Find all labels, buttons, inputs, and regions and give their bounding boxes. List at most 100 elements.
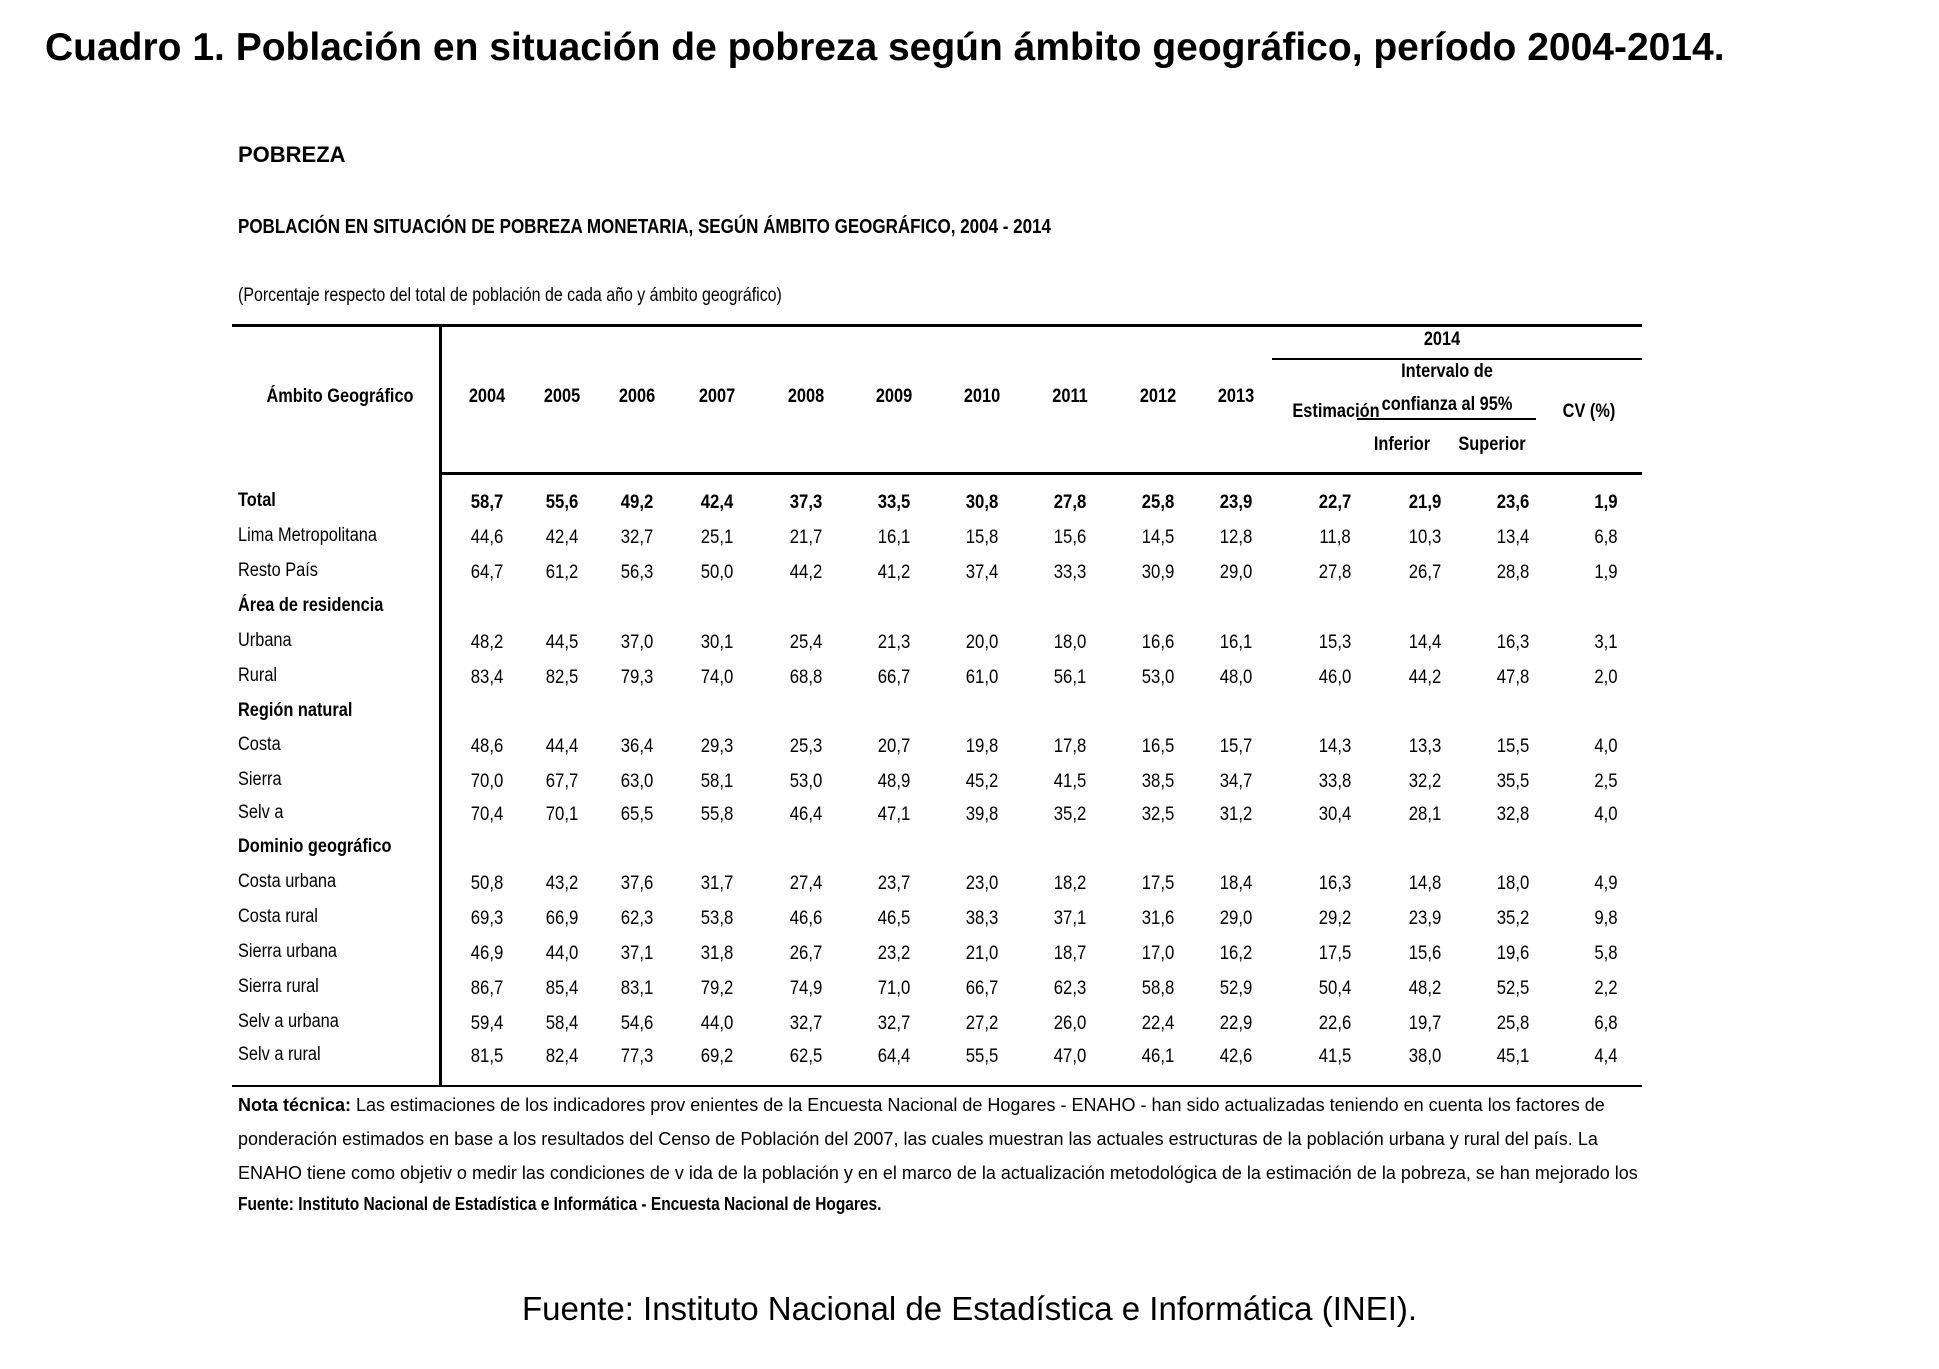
note-line-2: ponderación estimados en base a los resu… bbox=[238, 1129, 1598, 1149]
note-line-3: ENAHO tiene como objetiv o medir las con… bbox=[238, 1163, 1638, 1183]
header-year: 2007 bbox=[698, 386, 736, 407]
table-cell: 27,4 bbox=[789, 873, 823, 894]
table-cell: 55,8 bbox=[700, 804, 734, 825]
header-year: 2005 bbox=[543, 386, 581, 407]
section-label: Área de residencia bbox=[238, 595, 384, 616]
table-cell: 29,0 bbox=[1219, 562, 1253, 583]
row-label: Sierra bbox=[238, 769, 282, 790]
table-row: Selv a 70,4 70,1 65,5 55,8 46,4 47,1 39,8 35,2 32… bbox=[232, 800, 1642, 830]
table-cell: 69,3 bbox=[470, 908, 504, 929]
table-row: Selv a urbana 59,4 58,4 54,6 44,0 32,7 32,7 27,… bbox=[232, 1009, 1642, 1039]
header-intervalo-line2: confianza al 95% bbox=[1381, 394, 1513, 415]
row-label: Urbana bbox=[238, 630, 292, 651]
table-cell: 33,3 bbox=[1053, 562, 1087, 583]
table-cell: 74,0 bbox=[700, 667, 734, 688]
units-note: (Porcentaje respecto del total de poblac… bbox=[238, 285, 782, 306]
table-cell: 4,4 bbox=[1594, 1046, 1618, 1067]
table-row: Rural 83,4 82,5 79,3 74,0 68,8 66,7 61,0 56,1 53,… bbox=[232, 663, 1642, 693]
table-cell: 4,0 bbox=[1594, 736, 1618, 757]
table-cell: 48,6 bbox=[470, 736, 504, 757]
table-cell: 19,7 bbox=[1408, 1013, 1442, 1034]
table-cell: 85,4 bbox=[545, 978, 579, 999]
section-label: Región natural bbox=[238, 700, 353, 721]
table-cell: 44,5 bbox=[545, 632, 579, 653]
table-cell: 23,9 bbox=[1408, 908, 1442, 929]
table-cell: 9,8 bbox=[1594, 908, 1618, 929]
table-cell: 18,4 bbox=[1219, 873, 1253, 894]
table-cell: 53,0 bbox=[789, 771, 823, 792]
table-cell: 15,5 bbox=[1496, 736, 1530, 757]
table-cell: 30,9 bbox=[1141, 562, 1175, 583]
table-cell: 16,2 bbox=[1219, 943, 1253, 964]
table-cell: 61,2 bbox=[545, 562, 579, 583]
table-cell: 32,8 bbox=[1496, 804, 1530, 825]
table-cell: 58,4 bbox=[545, 1013, 579, 1034]
table-cell: 46,1 bbox=[1141, 1046, 1175, 1067]
table-cell: 17,8 bbox=[1053, 736, 1087, 757]
table-cell: 22,6 bbox=[1318, 1013, 1352, 1034]
header-year: 2006 bbox=[618, 386, 656, 407]
row-label: Selv a bbox=[238, 802, 284, 823]
table-cell: 47,0 bbox=[1053, 1046, 1087, 1067]
table-cell: 22,7 bbox=[1318, 492, 1352, 513]
table-cell: 37,1 bbox=[620, 943, 654, 964]
table-cell: 68,8 bbox=[789, 667, 823, 688]
table-cell: 37,0 bbox=[620, 632, 654, 653]
row-label: Selv a rural bbox=[238, 1044, 321, 1065]
table-cell: 48,9 bbox=[877, 771, 911, 792]
header-superior: Superior bbox=[1458, 434, 1526, 455]
table-cell: 38,0 bbox=[1408, 1046, 1442, 1067]
table-cell: 25,4 bbox=[789, 632, 823, 653]
table-cell: 50,8 bbox=[470, 873, 504, 894]
table-cell: 45,1 bbox=[1496, 1046, 1530, 1067]
section-label: Dominio geográfico bbox=[238, 836, 392, 857]
label-column-rule bbox=[439, 324, 442, 1086]
table-row: Sierra urbana 46,9 44,0 37,1 31,8 26,7 23,2 21,… bbox=[232, 939, 1642, 969]
table-cell: 53,0 bbox=[1141, 667, 1175, 688]
table-cell: 2,5 bbox=[1594, 771, 1618, 792]
table-cell: 62,5 bbox=[789, 1046, 823, 1067]
table-cell: 16,3 bbox=[1318, 873, 1352, 894]
table-section-row: Región natural bbox=[232, 698, 1642, 728]
table-cell: 10,3 bbox=[1408, 527, 1442, 548]
row-label: Costa rural bbox=[238, 906, 318, 927]
table-cell: 15,3 bbox=[1318, 632, 1352, 653]
table-cell: 27,2 bbox=[965, 1013, 999, 1034]
table-cell: 3,1 bbox=[1594, 632, 1618, 653]
table-row: Sierra rural 86,7 85,4 83,1 79,2 74,9 71,0 66,7… bbox=[232, 974, 1642, 1004]
table-cell: 44,4 bbox=[545, 736, 579, 757]
table-cell: 50,4 bbox=[1318, 978, 1352, 999]
table-cell: 41,5 bbox=[1318, 1046, 1352, 1067]
table-cell: 70,1 bbox=[545, 804, 579, 825]
table-cell: 82,5 bbox=[545, 667, 579, 688]
table-cell: 35,5 bbox=[1496, 771, 1530, 792]
table-cell: 31,8 bbox=[700, 943, 734, 964]
table-cell: 59,4 bbox=[470, 1013, 504, 1034]
table-cell: 16,1 bbox=[877, 527, 911, 548]
table-cell: 31,2 bbox=[1219, 804, 1253, 825]
row-label: Costa urbana bbox=[238, 871, 337, 892]
table-cell: 18,0 bbox=[1496, 873, 1530, 894]
table-cell: 79,3 bbox=[620, 667, 654, 688]
row-label: Total bbox=[238, 490, 276, 511]
table-cell: 22,4 bbox=[1141, 1013, 1175, 1034]
table-cell: 14,8 bbox=[1408, 873, 1442, 894]
table-cell: 37,1 bbox=[1053, 908, 1087, 929]
note-text-1: Las estimaciones de los indicadores prov… bbox=[351, 1095, 1605, 1115]
table-cell: 5,8 bbox=[1594, 943, 1618, 964]
table-cell: 26,7 bbox=[1408, 562, 1442, 583]
table-cell: 66,7 bbox=[965, 978, 999, 999]
table-cell: 33,8 bbox=[1318, 771, 1352, 792]
table-cell: 23,6 bbox=[1496, 492, 1530, 513]
table-cell: 17,5 bbox=[1318, 943, 1352, 964]
table-cell: 21,3 bbox=[877, 632, 911, 653]
group-2014-rule bbox=[1272, 358, 1642, 360]
table-row: Lima Metropolitana 44,6 42,4 32,7 25,1 21,7 16… bbox=[232, 523, 1642, 553]
table-cell: 36,4 bbox=[620, 736, 654, 757]
table-cell: 44,2 bbox=[789, 562, 823, 583]
section-title: POBREZA bbox=[238, 142, 346, 167]
table-cell: 11,8 bbox=[1319, 527, 1351, 548]
table-cell: 28,1 bbox=[1408, 804, 1442, 825]
table-cell: 15,8 bbox=[965, 527, 999, 548]
table-cell: 52,9 bbox=[1219, 978, 1253, 999]
